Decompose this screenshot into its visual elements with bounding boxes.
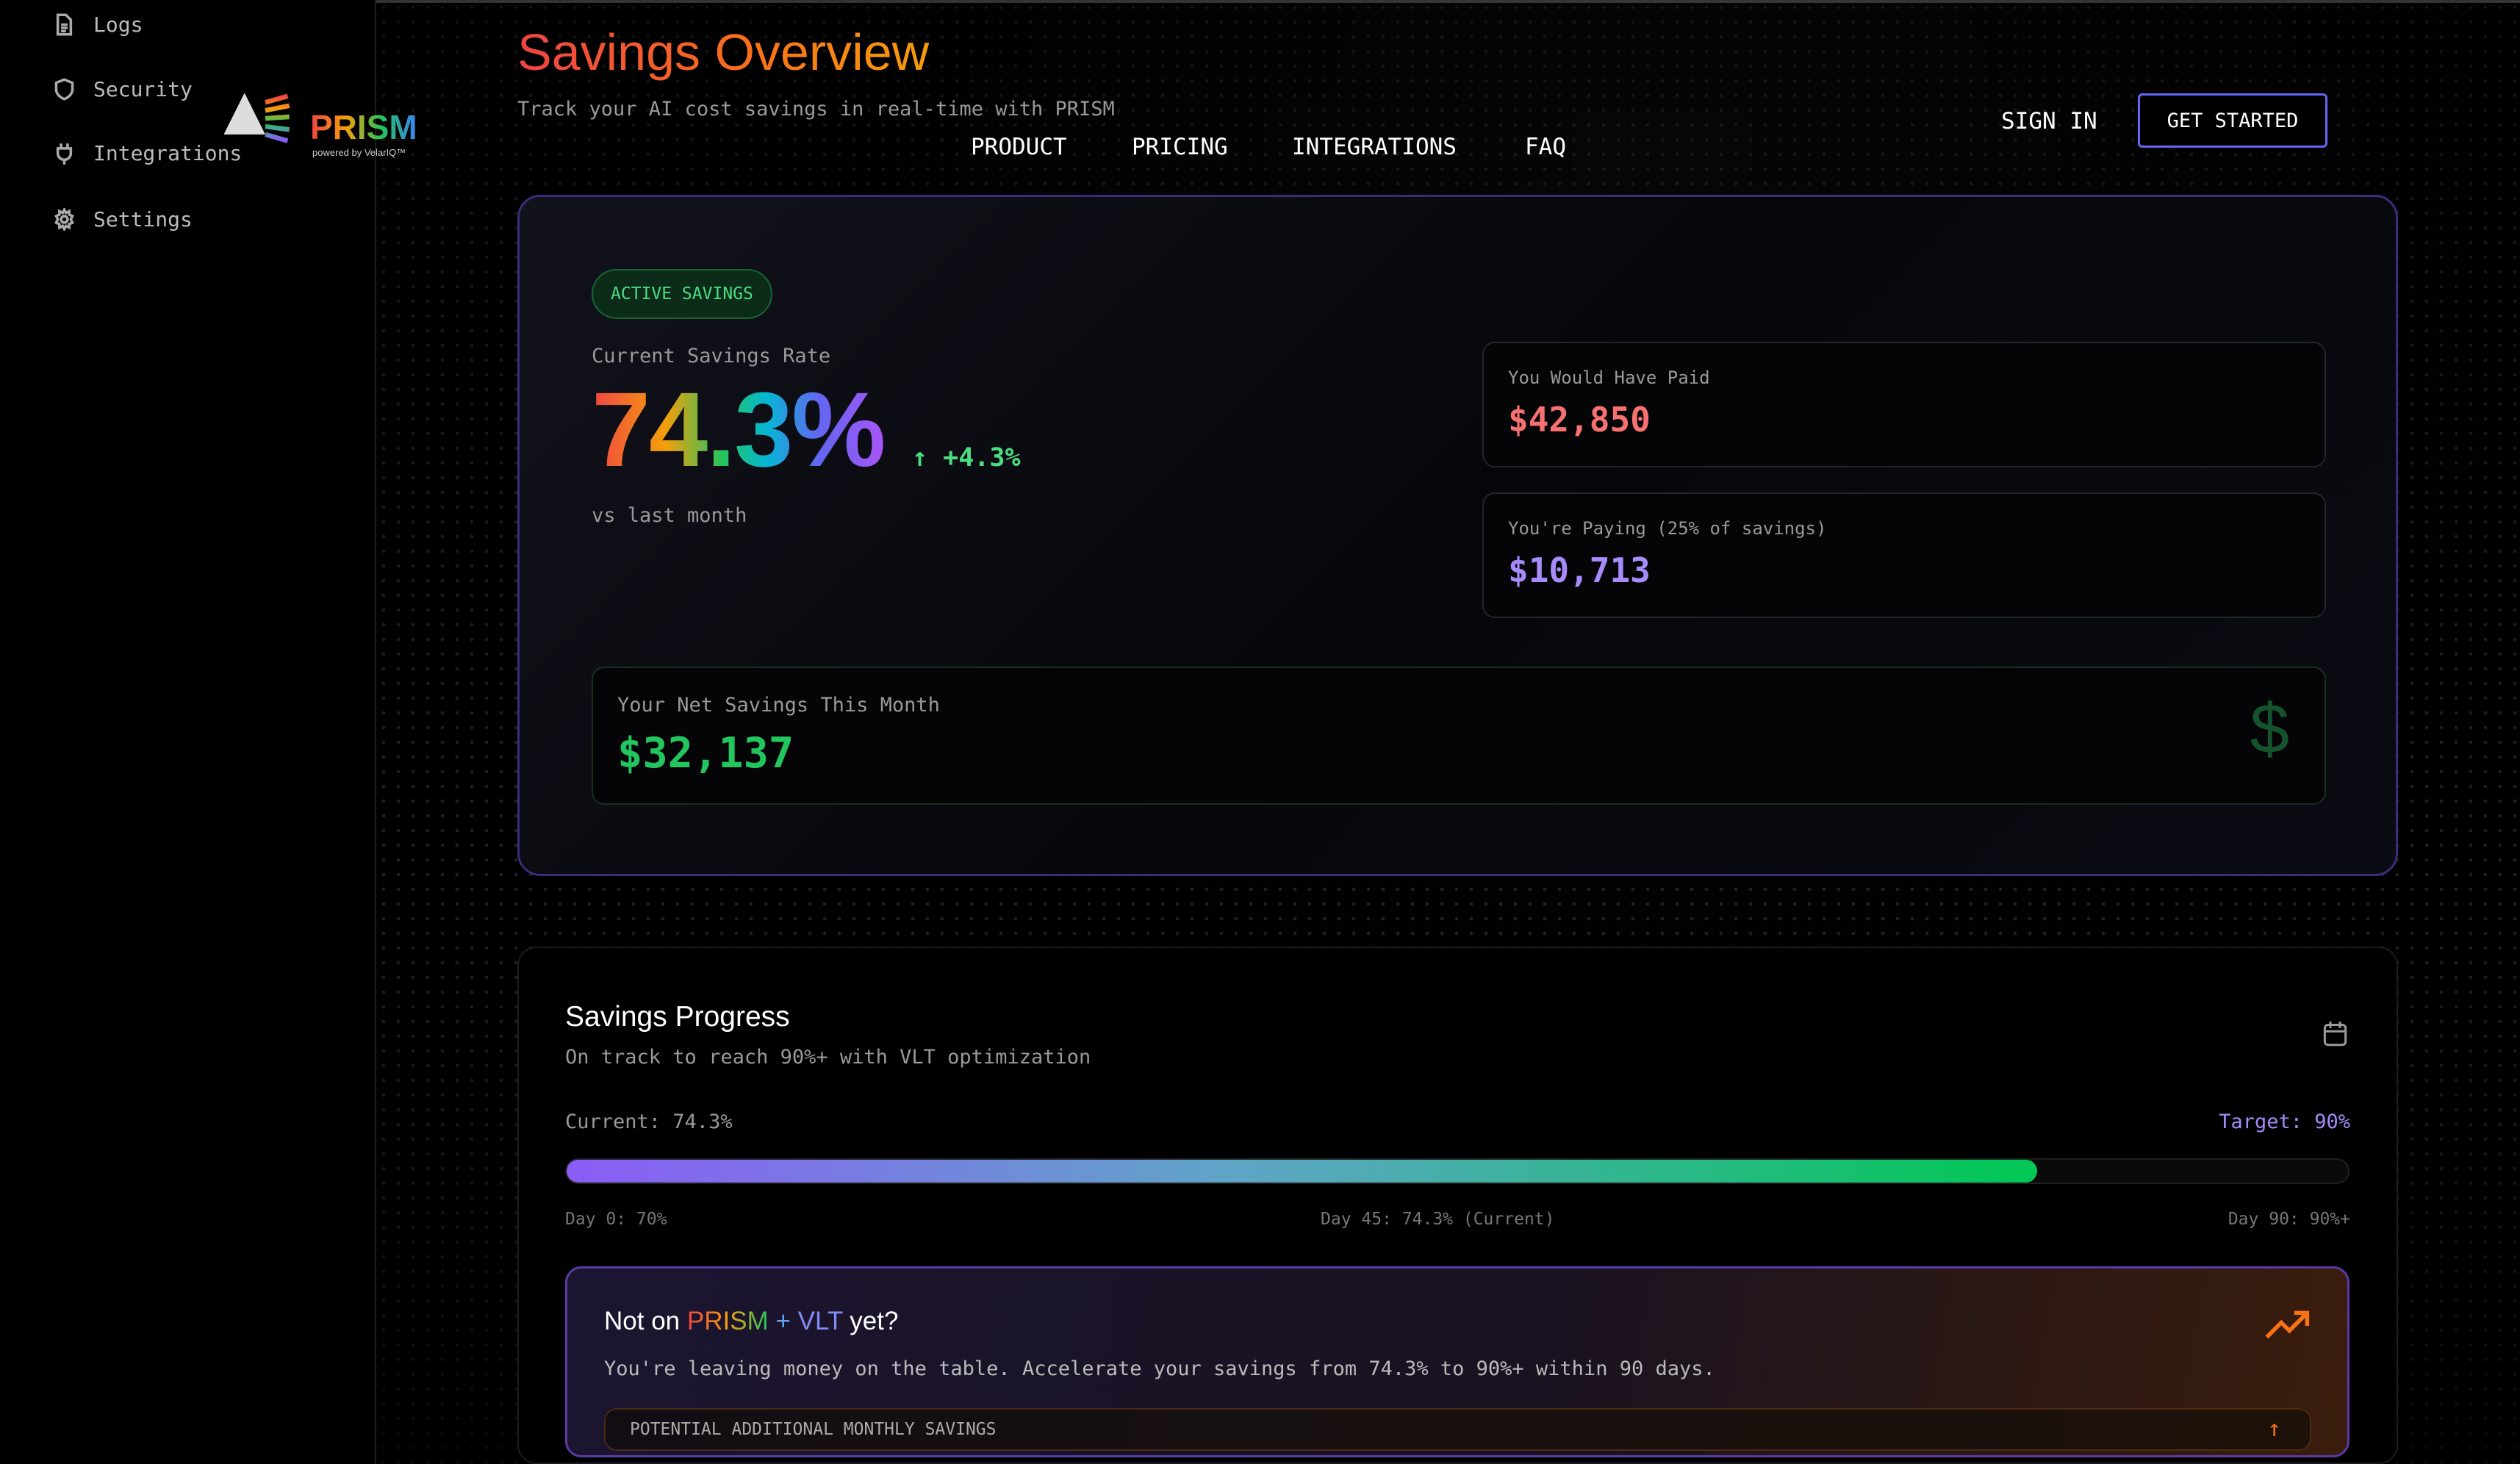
file-text-icon — [56, 13, 73, 36]
target-label: Target: 90% — [2219, 1110, 2350, 1133]
prism-logo[interactable]: PRISM powered by VelarIQ™ — [220, 90, 417, 158]
would-have-paid-label: You Would Have Paid — [1508, 367, 1710, 388]
milestone-end: Day 90: 90%+ — [2228, 1210, 2350, 1229]
nav-product[interactable]: PRODUCT — [971, 134, 1067, 160]
sidebar: Logs Security Integrations Settings — [0, 0, 376, 1464]
logo-wordmark: PRISM — [310, 108, 417, 146]
savings-rate-value: 74.3% — [592, 370, 886, 489]
paying-label: You're Paying (25% of savings) — [1508, 518, 1827, 539]
net-savings-label: Your Net Savings This Month — [617, 694, 940, 717]
upgrade-cta-card: Not on PRISM + VLT yet? You're leaving m… — [565, 1266, 2350, 1457]
cta-prism: PRISM — [686, 1307, 769, 1335]
savings-progress-card: Savings Progress On track to reach 90%+ … — [517, 947, 2398, 1464]
milestone-current: Day 45: 74.3% (Current) — [1321, 1210, 1555, 1229]
arrow-up-icon: ↑ — [2267, 1415, 2281, 1442]
status-badge: ACTIVE SAVINGS — [592, 269, 772, 319]
net-savings-box: Your Net Savings This Month $32,137 $ — [592, 667, 2326, 805]
sidebar-item-label: Security — [93, 77, 193, 101]
paying-box: You're Paying (25% of savings) $10,713 — [1482, 492, 2326, 618]
top-border — [0, 0, 2520, 3]
would-have-paid-box: You Would Have Paid $42,850 — [1482, 342, 2326, 467]
potential-label: POTENTIAL ADDITIONAL MONTHLY SAVINGS — [630, 1420, 997, 1439]
plug-icon — [56, 143, 73, 165]
sidebar-item-label: Integrations — [93, 141, 243, 165]
sidebar-item-logs[interactable]: Logs — [53, 12, 143, 37]
get-started-button[interactable]: GET STARTED — [2138, 93, 2327, 148]
net-savings-value: $32,137 — [617, 729, 794, 778]
calendar-icon[interactable] — [2322, 1020, 2348, 1047]
sidebar-item-label: Settings — [93, 207, 193, 232]
progress-title: Savings Progress — [565, 1001, 790, 1033]
prism-triangle-icon — [223, 93, 290, 143]
delta-value: +4.3% — [943, 443, 1021, 473]
logo-tagline: powered by VelarIQ™ — [312, 147, 406, 158]
nav-integrations[interactable]: INTEGRATIONS — [1292, 134, 1457, 160]
dollar-icon: $ — [2250, 689, 2289, 768]
cta-text: You're leaving money on the table. Accel… — [604, 1357, 1715, 1380]
current-label: Current: 74.3% — [565, 1110, 733, 1133]
sidebar-item-label: Logs — [93, 12, 143, 37]
nav-pricing[interactable]: PRICING — [1132, 134, 1228, 160]
sidebar-item-security[interactable]: Security — [53, 77, 193, 101]
potential-savings-box: POTENTIAL ADDITIONAL MONTHLY SAVINGS ↑ — [604, 1408, 2311, 1451]
gear-icon — [54, 208, 74, 231]
cta-title-end: yet? — [842, 1307, 899, 1335]
cta-title: Not on PRISM + VLT yet? — [604, 1307, 898, 1336]
paying-value: $10,713 — [1508, 550, 1651, 590]
savings-progress-bar — [565, 1158, 2350, 1184]
page-subtitle: Track your AI cost savings in real-time … — [517, 98, 1115, 121]
delta-note: vs last month — [592, 504, 747, 527]
cta-title-text: Not on — [604, 1307, 687, 1335]
progress-subtitle: On track to reach 90%+ with VLT optimiza… — [565, 1046, 1091, 1069]
nav-faq[interactable]: FAQ — [1525, 134, 1566, 160]
rate-delta: ↑ +4.3% — [912, 443, 1021, 473]
arrow-up-icon: ↑ — [912, 443, 928, 473]
cta-vlt: VLT — [797, 1307, 843, 1335]
sidebar-item-settings[interactable]: Settings — [53, 207, 193, 232]
would-have-paid-value: $42,850 — [1508, 400, 1651, 439]
savings-overview-card: ACTIVE SAVINGS Current Savings Rate 74.3… — [517, 195, 2398, 876]
cta-plus: + — [768, 1307, 798, 1335]
page-title: Savings Overview — [517, 24, 930, 81]
progress-fill — [567, 1160, 2038, 1183]
sign-in-link[interactable]: SIGN IN — [2001, 108, 2097, 134]
trending-up-icon — [2265, 1310, 2310, 1339]
sidebar-item-integrations[interactable]: Integrations — [53, 141, 242, 165]
rate-label: Current Savings Rate — [592, 345, 831, 367]
milestone-start: Day 0: 70% — [565, 1210, 667, 1229]
shield-icon — [54, 78, 74, 101]
